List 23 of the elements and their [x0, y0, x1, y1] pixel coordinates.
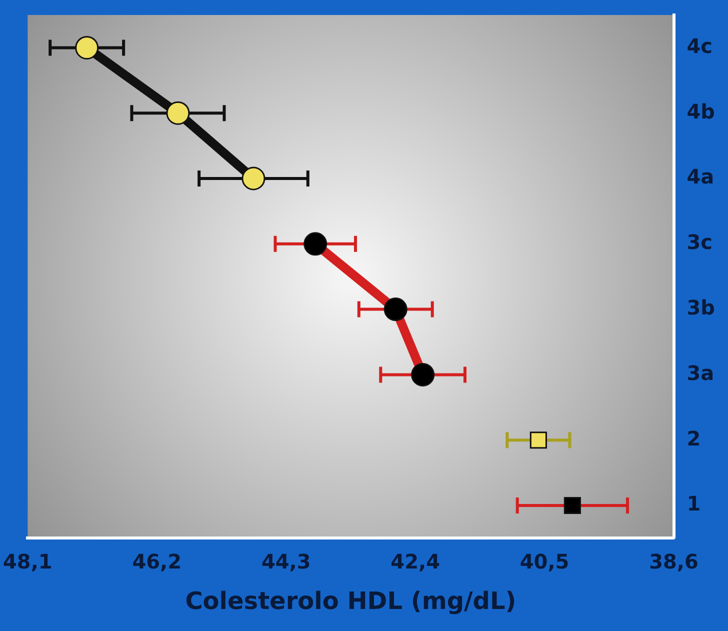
- y-tick-label: 4a: [686, 164, 714, 189]
- y-tick-label: 1: [686, 492, 701, 516]
- point: [530, 432, 547, 449]
- y-tick-label: 3b: [686, 296, 715, 320]
- point: [166, 101, 190, 125]
- y-tick-label: 4b: [686, 99, 715, 124]
- x-tick-label: 48,1: [2, 549, 52, 574]
- point: [304, 232, 328, 256]
- y-tick-label: 3a: [686, 360, 714, 385]
- x-tick-label: 38,6: [649, 549, 698, 574]
- point: [564, 496, 581, 514]
- x-axis-title: Colesterolo HDL (mg/dL): [185, 586, 516, 615]
- x-tick-label: 44,3: [261, 549, 311, 574]
- y-tick-label: 3c: [686, 230, 713, 254]
- y-tick-label: 2: [686, 426, 701, 450]
- x-tick-label: 42,4: [390, 549, 440, 574]
- x-tick-label: 46,2: [132, 549, 182, 574]
- x-tick-label: 40,5: [520, 549, 570, 574]
- point: [242, 166, 266, 190]
- y-tick-label: 4c: [686, 34, 713, 58]
- point: [411, 362, 435, 386]
- point: [75, 36, 99, 60]
- point: [384, 298, 408, 322]
